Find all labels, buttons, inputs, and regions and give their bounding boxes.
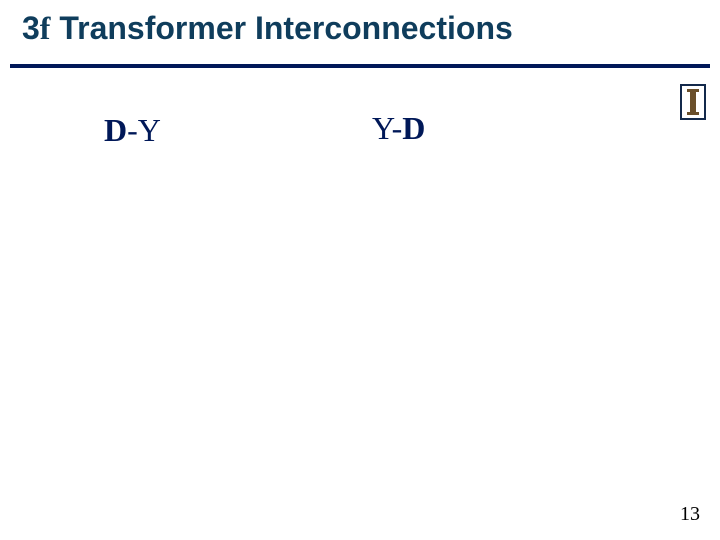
slide: 3f Transformer Interconnections D-Y Y-D … (0, 0, 720, 540)
title-rule (10, 64, 710, 68)
suffix-left: -Y (127, 112, 161, 148)
delta-right: D (402, 110, 425, 146)
page-number: 13 (680, 503, 700, 526)
prefix-right: Y- (372, 110, 402, 146)
delta-y-label: D-Y (104, 112, 161, 149)
logo-serif-bottom (687, 112, 699, 115)
title-phi: f (40, 10, 51, 46)
title-prefix: 3 (22, 10, 40, 46)
page-title: 3f Transformer Interconnections (22, 10, 513, 47)
delta-left: D (104, 112, 127, 148)
illinois-logo-icon (680, 84, 706, 120)
y-delta-label: Y-D (372, 110, 425, 147)
title-rest: Transformer Interconnections (50, 10, 512, 46)
